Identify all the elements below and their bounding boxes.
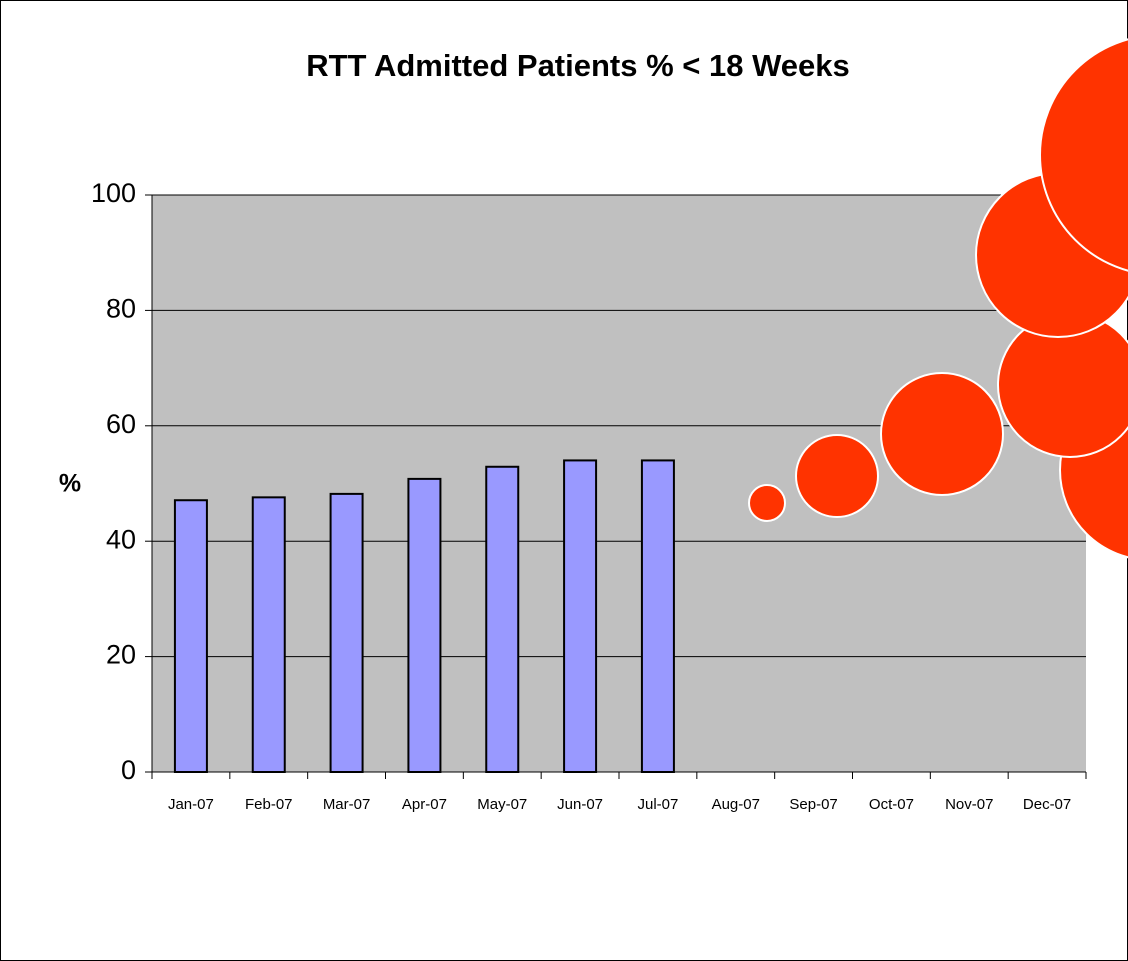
bar [175,500,207,772]
y-tick-label: 0 [121,755,136,785]
chart: RTT Admitted Patients % < 18 Weeks % 0 20… [0,0,1128,961]
x-tick-label: Aug-07 [712,796,760,813]
x-tick-label: Jan-07 [168,796,214,813]
y-tick-label: 20 [106,640,136,670]
x-tick-label: Mar-07 [323,796,371,813]
x-tick-label: Feb-07 [245,796,293,813]
y-tick-label: 100 [91,178,136,208]
x-tick-label: Sep-07 [789,796,837,813]
x-tick-label: Oct-07 [869,796,914,813]
y-axis-label: % [59,470,81,498]
chart-title: RTT Admitted Patients % < 18 Weeks [306,48,850,83]
bar [564,460,596,772]
x-tick-label: Nov-07 [945,796,993,813]
x-tick-label: Dec-07 [1023,796,1071,813]
bar [253,497,285,772]
x-tick-label: Jul-07 [637,796,678,813]
bar [408,479,440,772]
y-tick-label: 80 [106,294,136,324]
y-tick-label: 40 [106,524,136,554]
x-tick-label: May-07 [477,796,527,813]
x-tick-label: Apr-07 [402,796,447,813]
bar [331,494,363,772]
y-tick-label: 60 [106,409,136,439]
x-tick-label: Jun-07 [557,796,603,813]
bar [486,467,518,772]
bar [642,460,674,772]
